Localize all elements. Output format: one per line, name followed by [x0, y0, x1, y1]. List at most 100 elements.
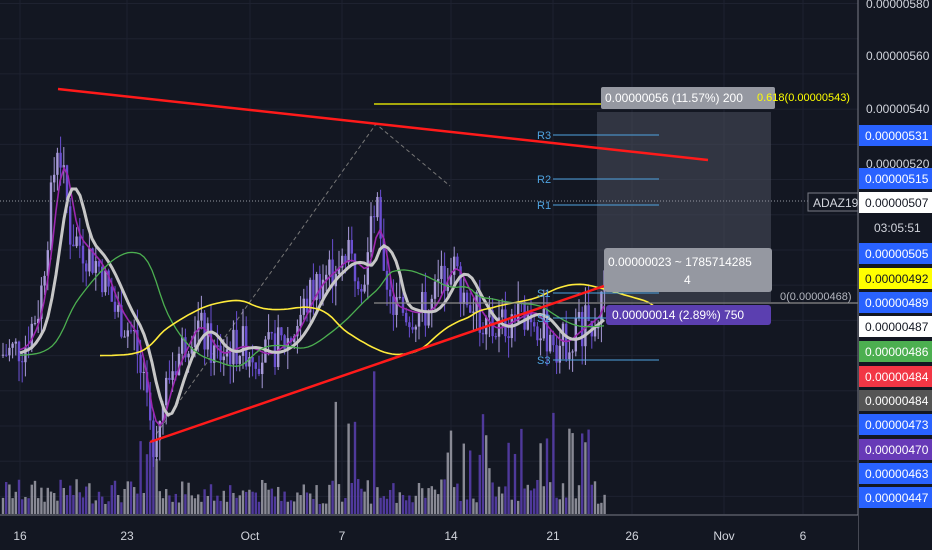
volume-bar	[5, 482, 8, 514]
volume-bar	[446, 452, 449, 514]
price-badge-bg	[859, 243, 932, 264]
volume-bar	[513, 453, 517, 514]
candle-body	[353, 253, 357, 282]
candle-body	[69, 206, 72, 245]
candle-body	[350, 239, 353, 254]
volume-bar	[193, 498, 197, 514]
zero-line-label: 0(0.00000468)	[780, 291, 852, 303]
volume-bar	[209, 484, 213, 514]
volume-bar	[296, 492, 299, 514]
volume-bar	[424, 497, 427, 514]
price-badge: 0.00000505	[865, 247, 929, 261]
volume-bar	[24, 496, 27, 514]
volume-bar	[158, 491, 161, 514]
candle-body	[241, 326, 245, 356]
candle-body	[72, 244, 75, 247]
candle-body	[462, 292, 465, 304]
volume-bar	[526, 484, 529, 514]
volume-bar	[123, 488, 126, 514]
candle-body	[142, 371, 145, 373]
volume-bar	[129, 481, 133, 514]
candle-body	[318, 274, 321, 299]
ma-gray-line	[19, 187, 605, 417]
volume-bar	[286, 501, 289, 514]
candle-body	[165, 377, 168, 406]
measure-label-bottom: 0.00000014 (2.89%) 750	[612, 308, 744, 322]
candle-body	[174, 371, 177, 376]
candle-body	[14, 341, 17, 344]
candle-body	[49, 182, 53, 251]
volume-bar	[40, 487, 43, 514]
candle-body	[401, 296, 405, 313]
candle-body	[30, 323, 33, 349]
volume-bar	[145, 454, 149, 514]
volume-bar	[379, 497, 382, 514]
price-badge-bg	[859, 341, 932, 362]
price-badge-bg	[859, 366, 932, 387]
candle-body	[424, 292, 427, 326]
price-axis[interactable]: 0.00000580 0.00000560 0.00000540 0.00000520…	[857, 0, 932, 550]
countdown: 03:05:51	[874, 221, 921, 235]
candle-body	[59, 152, 62, 168]
candle-body	[293, 336, 296, 343]
volume-bar	[104, 503, 107, 514]
volume-bar	[478, 454, 481, 514]
candle-body	[587, 305, 590, 321]
volume-bar	[520, 428, 523, 514]
candle-body	[40, 285, 43, 319]
lower-trendline[interactable]	[149, 284, 605, 444]
volume-bar	[181, 481, 184, 514]
volume-bar	[597, 503, 600, 514]
volume-bar	[302, 484, 305, 514]
volume-bar	[558, 499, 561, 514]
volume-bar	[49, 491, 53, 514]
volume-bar	[97, 491, 101, 514]
volume-bar	[229, 485, 232, 514]
volume-bar	[465, 499, 469, 514]
upper-trendline[interactable]	[57, 87, 709, 162]
candle-body	[216, 345, 219, 347]
volume-bar	[552, 412, 555, 514]
candle-body	[8, 347, 11, 356]
candle-body	[129, 330, 133, 332]
candle-body	[549, 334, 552, 352]
volume-bar	[533, 488, 536, 514]
candle-body	[261, 362, 264, 375]
candle-body	[373, 216, 376, 218]
volume-bar	[337, 484, 341, 514]
pivot-label-r2: R2	[537, 174, 551, 186]
volume-bar	[414, 495, 417, 514]
candle-body	[453, 256, 456, 275]
volume-bar	[299, 495, 302, 514]
candle-body	[97, 261, 101, 267]
candle-body	[187, 353, 190, 358]
candle-body	[299, 314, 302, 327]
candle-body	[494, 336, 497, 338]
candle-body	[446, 284, 449, 291]
volume-bar	[225, 501, 229, 514]
volume-bar	[62, 487, 65, 514]
candle-body	[395, 297, 398, 315]
volume-bar	[161, 498, 165, 514]
volume-bar	[433, 489, 437, 514]
volume-bar	[117, 495, 120, 514]
volume-bar	[187, 482, 190, 514]
candle-body	[376, 196, 379, 218]
volume-bar	[574, 498, 577, 514]
candle-body	[568, 352, 571, 360]
candle-body	[437, 278, 440, 282]
volume-bar	[315, 485, 318, 514]
time-tick-label: Nov	[713, 529, 734, 543]
volume-bar	[430, 486, 433, 514]
candle-body	[411, 327, 414, 330]
volume-bar	[593, 481, 597, 514]
candle-body	[181, 337, 184, 354]
volume-bar	[69, 485, 72, 514]
volume-bar	[376, 487, 379, 514]
candle-body	[449, 274, 453, 285]
volume-bar	[536, 479, 539, 514]
time-axis[interactable]: 16 23 Oct 7 14 21 26 Nov 6	[0, 514, 858, 550]
candle-body	[433, 281, 437, 299]
candle-body	[379, 196, 382, 239]
